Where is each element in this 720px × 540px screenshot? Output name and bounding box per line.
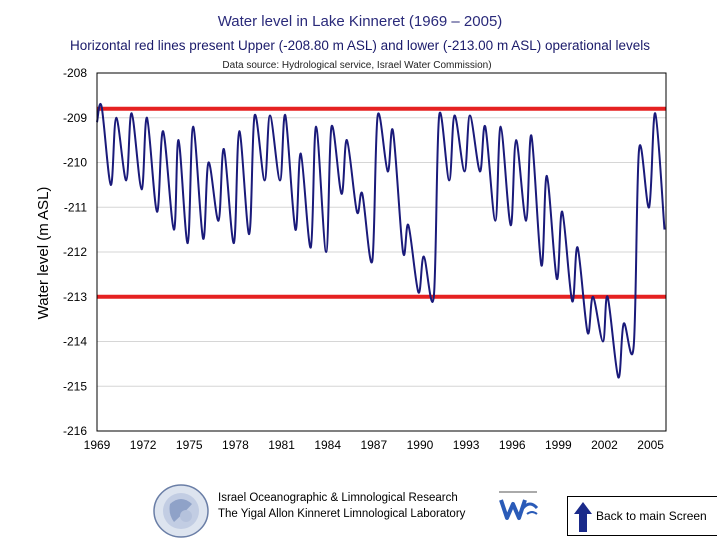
y-tick-label: -212 [63, 245, 87, 259]
x-tick-label: 2002 [591, 438, 618, 452]
y-axis-label: Water level (m ASL) [35, 187, 52, 320]
x-tick-label: 1999 [545, 438, 572, 452]
x-tick-labels: 1969 1972 1975 1978 1981 1984 1987 1990 1993 1996… [84, 438, 665, 452]
x-tick-label: 1987 [360, 438, 387, 452]
source-note: Data source: Hydrological service, Israe… [222, 60, 491, 71]
y-tick-label: -216 [63, 424, 87, 438]
x-tick-label: 1996 [499, 438, 526, 452]
x-tick-label: 1972 [130, 438, 157, 452]
y-tick-label: -214 [63, 335, 87, 349]
y-tick-label: -211 [64, 200, 87, 214]
up-arrow-icon [574, 502, 592, 532]
chart-subtitle: Horizontal red lines present Upper (-208… [69, 38, 651, 53]
x-tick-label: 1975 [176, 438, 203, 452]
x-tick-label: 1990 [407, 438, 434, 452]
org-name-line2: The Yigal Allon Kinneret Limnological La… [218, 508, 466, 520]
x-tick-label: 1993 [453, 438, 480, 452]
x-tick-label: 1978 [222, 438, 249, 452]
x-tick-label: 1981 [268, 438, 295, 452]
kinneret-lab-logo [499, 491, 539, 520]
water-level-chart: Data source: Hydrological service, Israe… [35, 60, 667, 452]
x-tick-label: 1969 [84, 438, 111, 452]
back-button-label: Back to main Screen [596, 509, 707, 523]
y-tick-label: -215 [63, 379, 87, 393]
y-tick-labels: -208 -209 -210 -211 -212 -213 -214 -215 -216 [63, 66, 87, 438]
back-to-main-button[interactable]: Back to main Screen [567, 496, 717, 536]
iolr-logo [153, 484, 209, 538]
organization-text: Israel Oceanographic & Limnological Rese… [218, 490, 465, 522]
org-name-line1: Israel Oceanographic & Limnological Rese… [218, 492, 458, 504]
plot-frame [96, 72, 667, 432]
y-tick-label: -213 [63, 290, 87, 304]
x-tick-label: 2005 [637, 438, 664, 452]
y-tick-label: -209 [63, 111, 87, 125]
series-line [96, 103, 666, 379]
y-tick-label: -208 [63, 66, 87, 80]
chart-title: Water level in Lake Kinneret (1969 – 200… [217, 13, 503, 30]
x-tick-label: 1984 [314, 438, 341, 452]
y-tick-label: -210 [63, 156, 87, 170]
